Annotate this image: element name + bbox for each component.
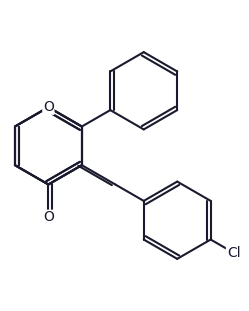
Text: O: O xyxy=(43,210,54,224)
Text: Cl: Cl xyxy=(227,246,241,260)
Text: O: O xyxy=(43,100,54,114)
